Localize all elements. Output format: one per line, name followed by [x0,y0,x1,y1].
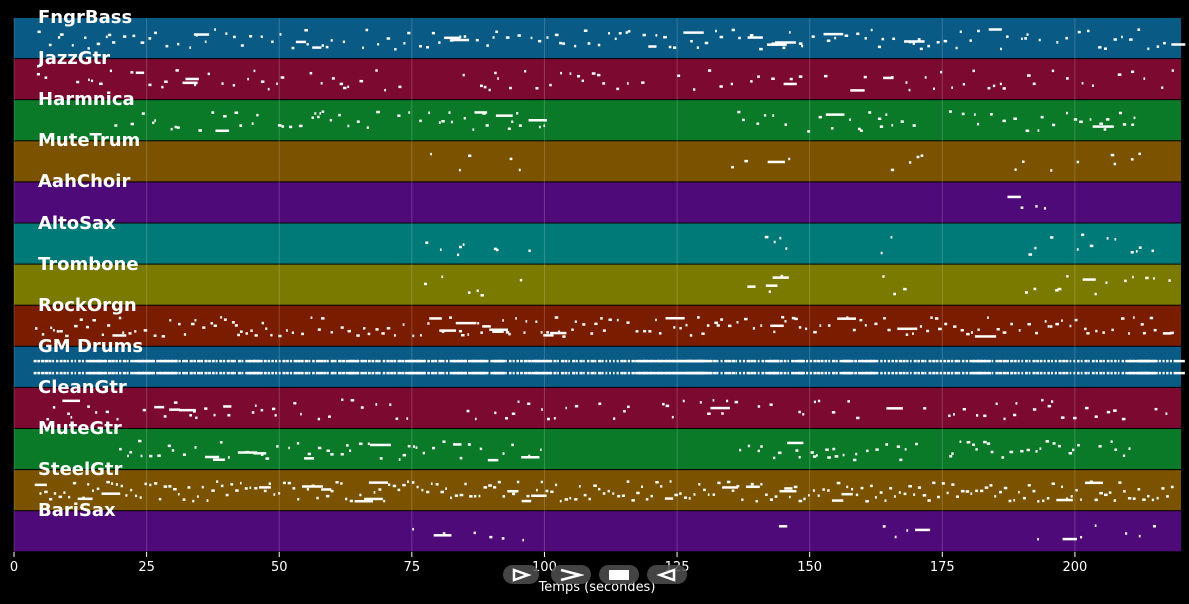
track-lane [14,305,1181,346]
track-label: MuteTrum [38,130,141,152]
play-icon [512,567,532,582]
track-notes [425,233,1155,257]
track-lane [14,264,1181,305]
stop-icon [609,569,629,580]
tick-label: 25 [138,560,155,575]
track-label: FngrBass [38,7,133,28]
track-lane [14,100,1181,141]
track-label: AltoSax [38,212,116,234]
track-lane [14,387,1181,428]
track-label: Trombone [38,253,139,275]
track-lane [14,59,1181,100]
track-notes [46,398,1168,421]
rewind-icon [656,567,676,582]
track-lane [14,182,1181,223]
track-notes [412,524,1156,542]
tick-label: 200 [1062,560,1088,575]
play-button[interactable] [503,565,539,584]
track-label: JazzGtr [38,48,111,70]
track-label: RockOrgn [38,294,137,316]
tick-label: 0 [9,560,19,575]
tick-label: 175 [929,560,955,575]
track-label: MuteGtr [38,418,122,439]
stop-button[interactable] [599,565,639,584]
track-lane [14,346,1181,387]
tick-label: 50 [270,560,288,575]
track-label: GM Drums [38,335,144,357]
track-notes [36,69,1174,92]
track-label: AahChoir [38,171,131,193]
track-label: CleanGtr [38,376,127,398]
track-notes [1007,195,1047,210]
track-lane [14,470,1181,511]
track-lane [14,141,1181,182]
tick-label: 75 [403,560,421,575]
track-notes [430,152,1141,172]
track-notes [119,439,1131,462]
tick-label: 150 [797,560,823,575]
track-label: SteelGtr [38,459,123,481]
track-label: Harmnica [38,89,135,111]
track-lane [14,429,1181,470]
track-lane [14,511,1181,552]
track-notes [35,316,1174,338]
track-notes [114,110,1136,133]
forward-button[interactable] [551,565,591,584]
fast-forward-icon [560,568,584,581]
track-label: BariSax [38,500,116,522]
track-notes [424,274,1171,297]
rewind-button[interactable] [647,565,687,584]
track-lane [14,18,1181,59]
track-notes [37,28,1186,51]
track-lane [14,223,1181,264]
track-notes [34,480,1174,503]
track-notes [33,359,1185,375]
